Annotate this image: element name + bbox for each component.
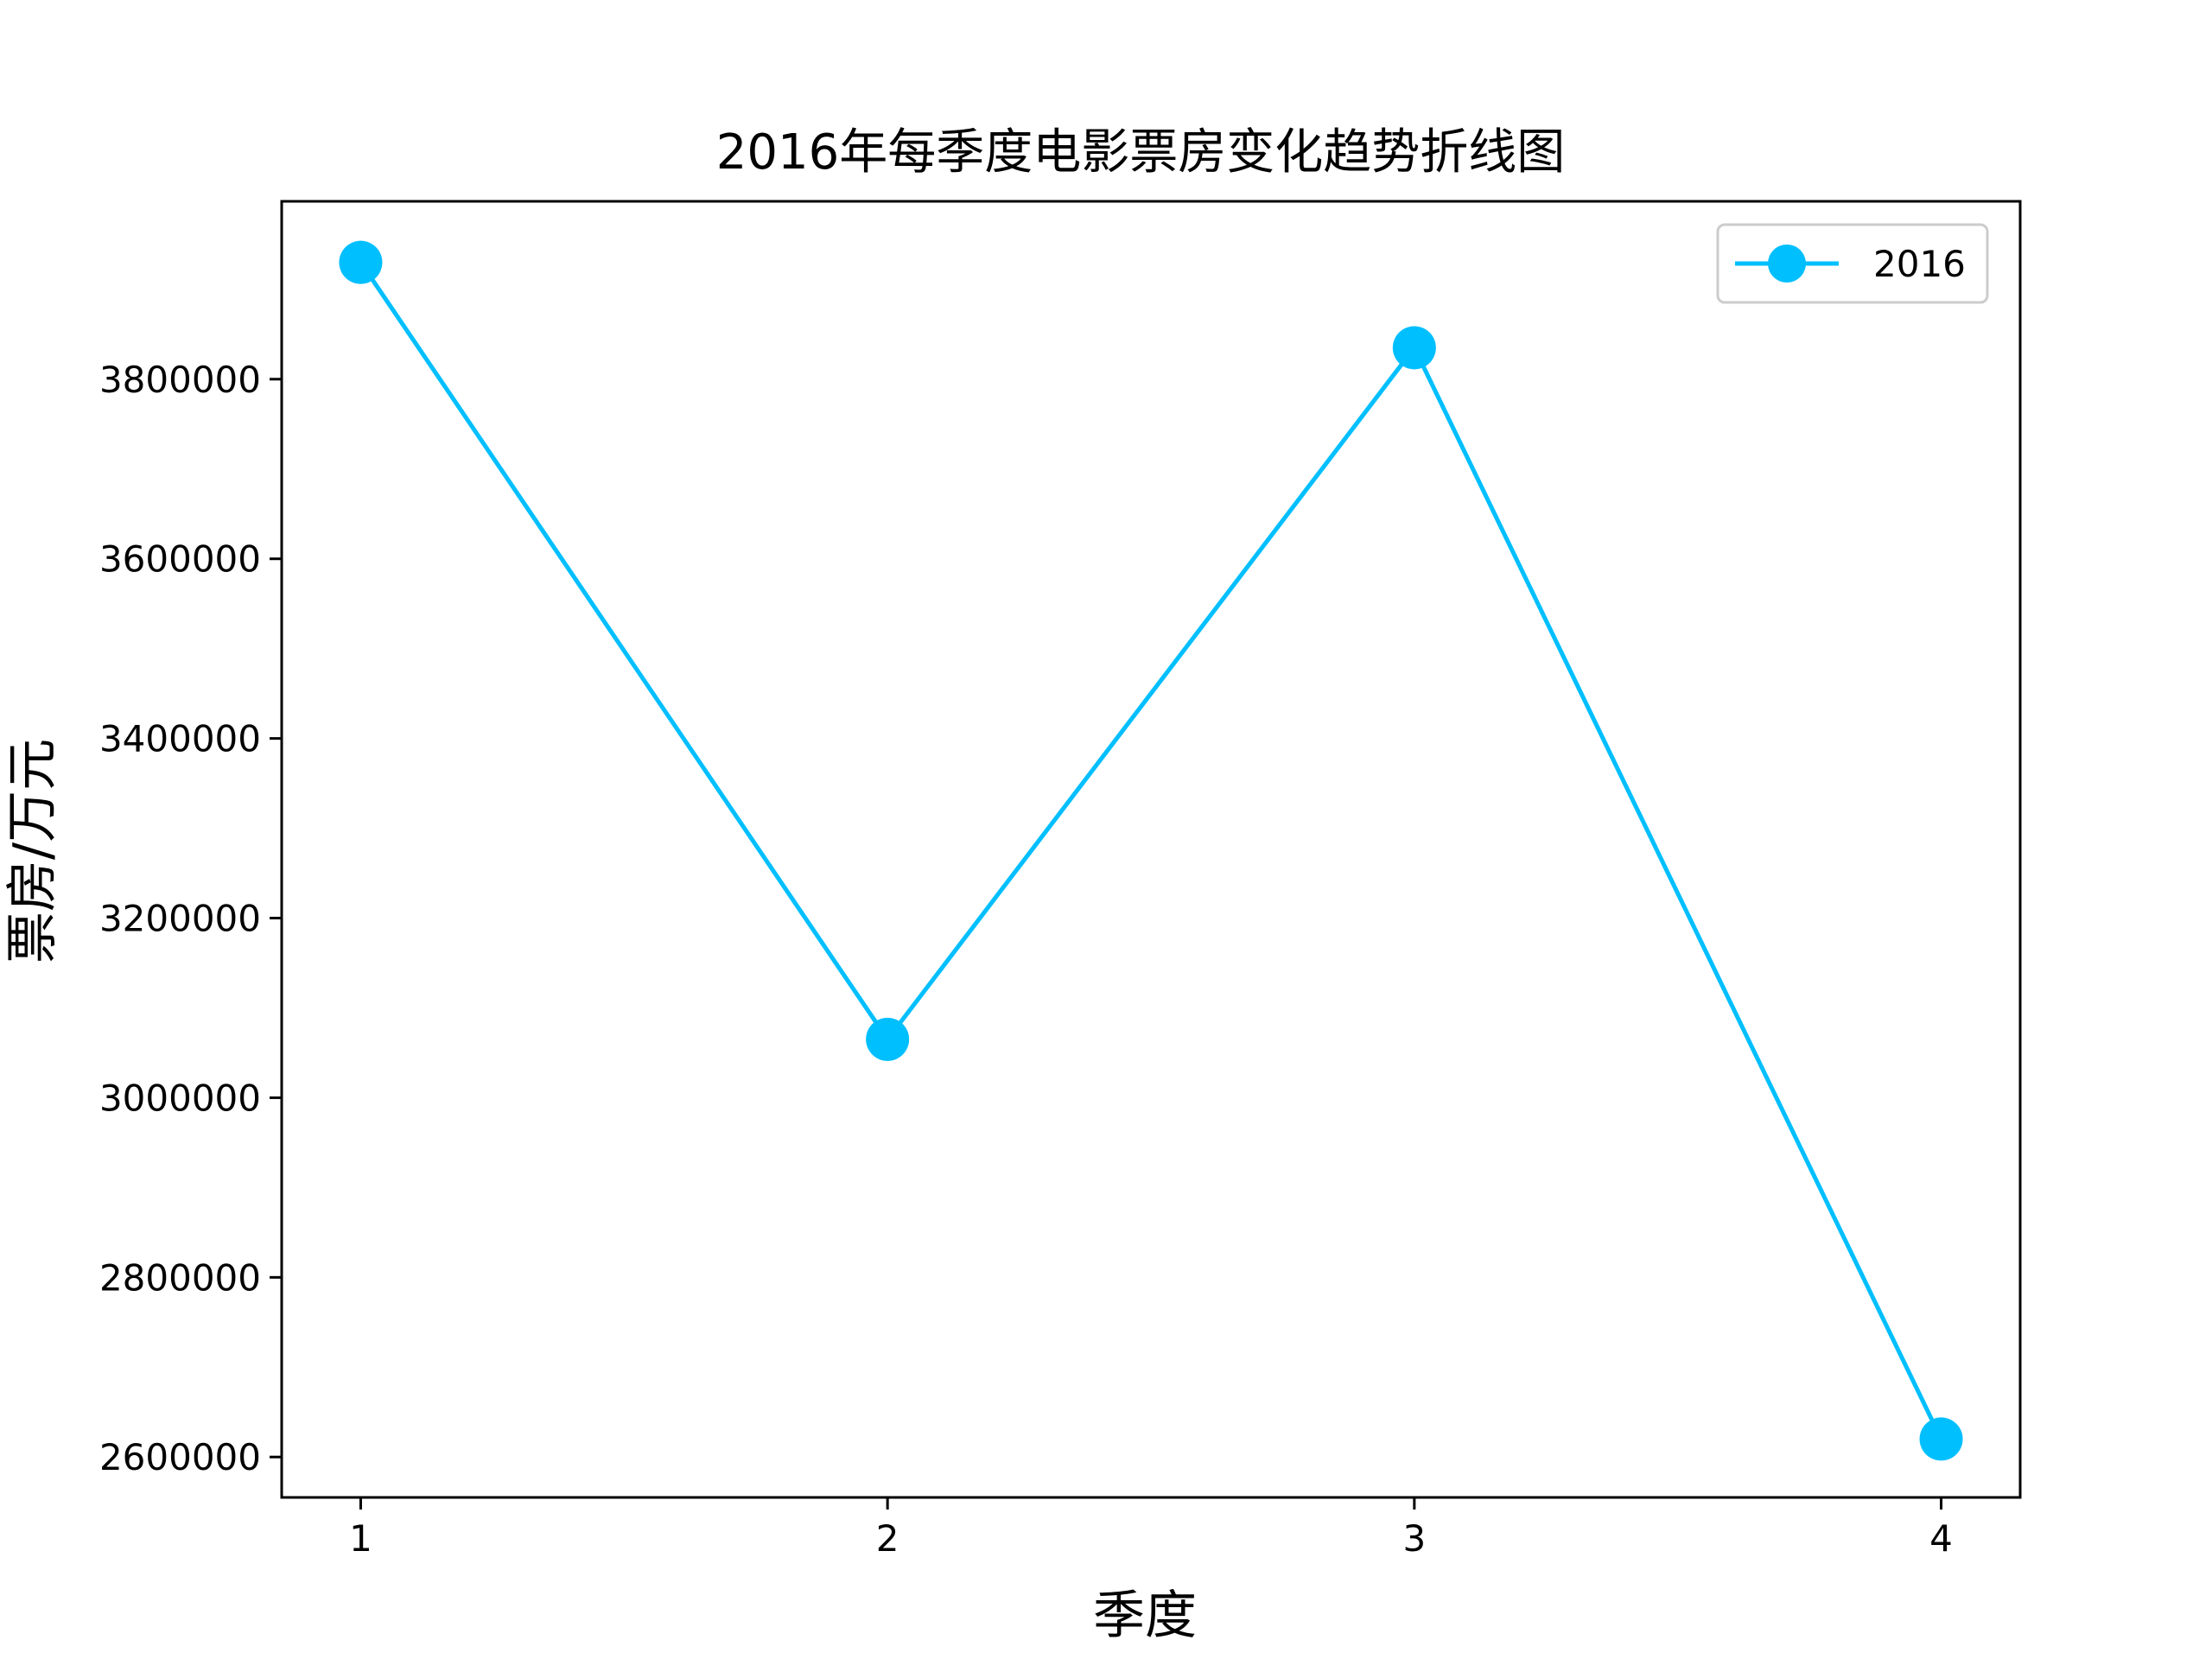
legend-box — [1716, 223, 1989, 304]
x-tick-label: 4 — [1929, 1517, 1953, 1560]
y-tick-label: 2600000 — [99, 1436, 261, 1478]
y-axis: 2600000 2800000 3000000 3200000 3400000 36000… — [99, 359, 282, 1478]
series-line — [359, 261, 1943, 1440]
data-point — [1919, 1417, 1963, 1461]
legend-label: 2016 — [1873, 243, 1966, 285]
legend: 2016 — [1716, 223, 1989, 304]
y-tick-label: 3200000 — [99, 898, 261, 940]
plot-frame — [280, 200, 2022, 1499]
plot-area — [339, 240, 1963, 1461]
legend-marker — [1768, 245, 1806, 283]
chart-title: 2016年每季度电影票房变化趋势折线图 — [716, 124, 1566, 181]
data-point — [866, 1017, 910, 1061]
y-tick-label: 3400000 — [99, 718, 261, 760]
x-axis-label: 季度 — [1093, 1586, 1197, 1646]
x-tick-label: 1 — [349, 1517, 372, 1560]
y-axis-label: 票房/万元 — [3, 739, 63, 963]
y-tick-label: 2800000 — [99, 1256, 261, 1299]
y-tick-label: 3000000 — [99, 1077, 261, 1119]
y-tick-label: 3800000 — [99, 359, 261, 401]
y-tick-label: 3600000 — [99, 538, 261, 581]
x-axis: 1 2 3 4 — [349, 1497, 1953, 1560]
data-point — [1392, 326, 1436, 370]
x-tick-label: 2 — [876, 1517, 899, 1560]
x-tick-label: 3 — [1402, 1517, 1426, 1560]
data-point — [339, 240, 383, 284]
